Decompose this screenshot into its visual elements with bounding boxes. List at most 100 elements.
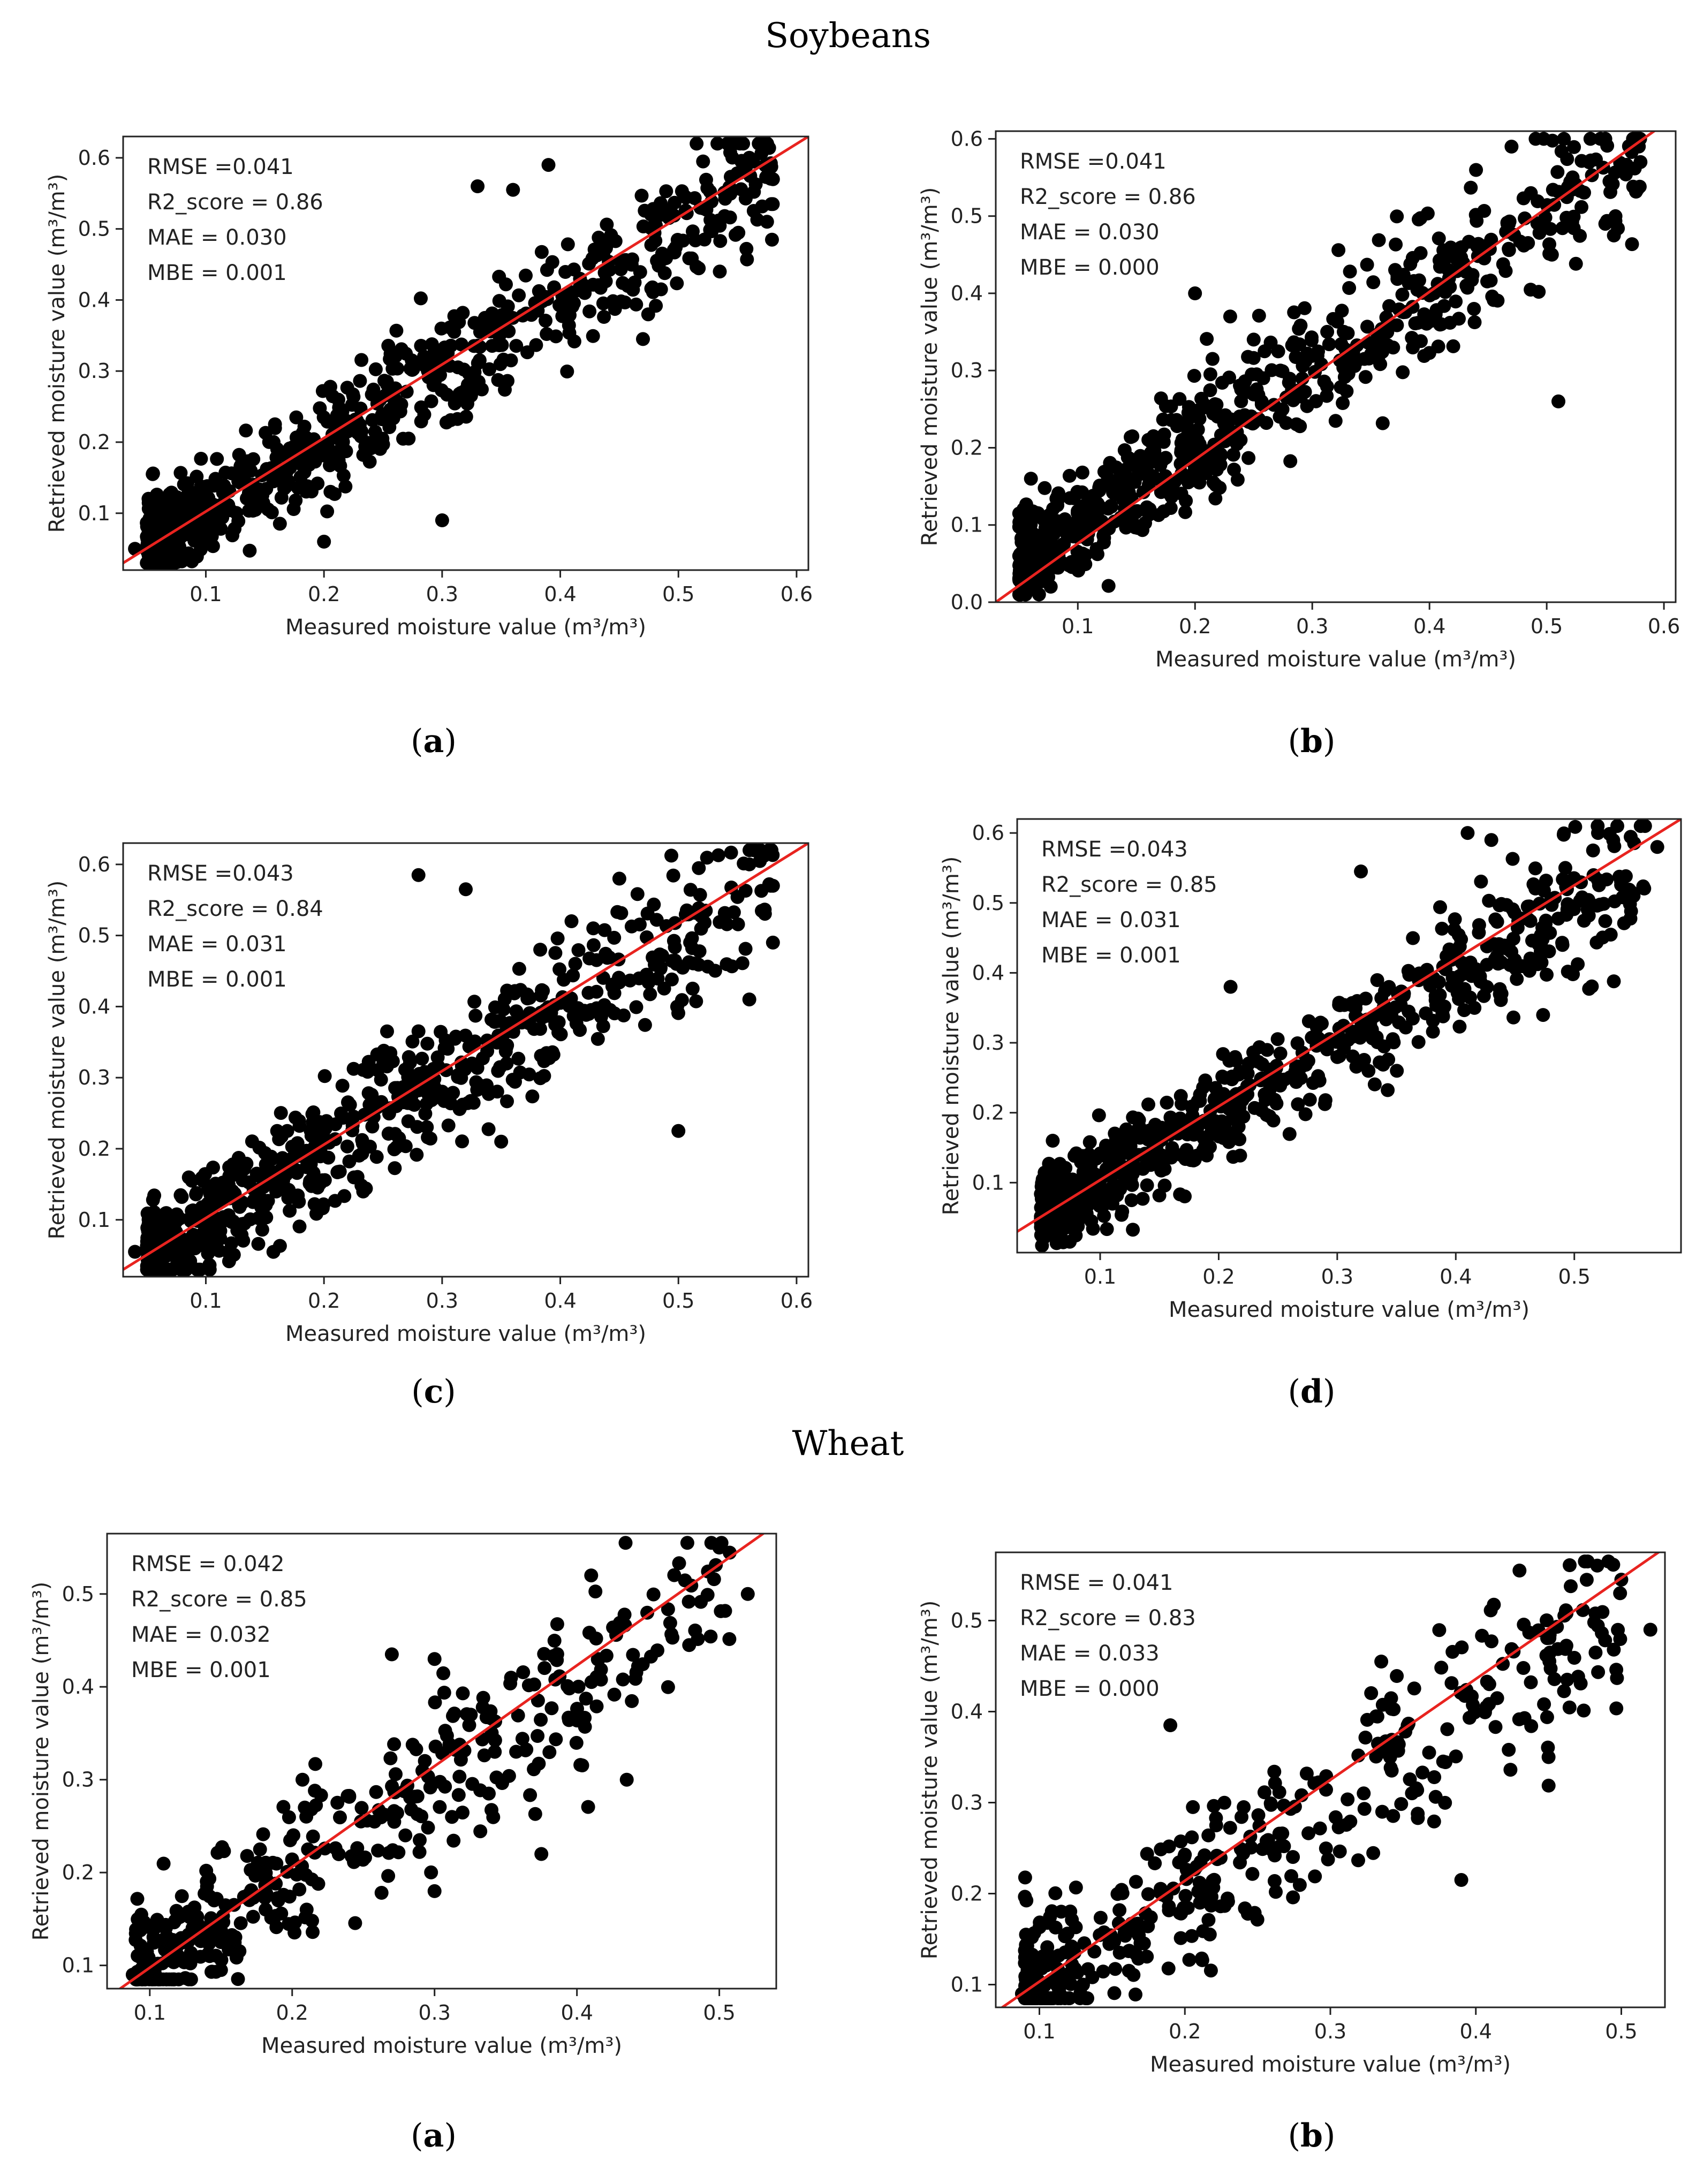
chart-soy-b-ytick-label: 0.5 (951, 204, 983, 228)
chart-soy-a-point (520, 345, 534, 360)
chart-soy-d-point (1303, 1093, 1317, 1107)
chart-soy-a-point (375, 412, 390, 427)
chart-soy-c-point (173, 1188, 188, 1202)
scatter-plot-soybeans-a: 0.1 0.2 0.3 0.4 0.5 0.6 0.1 0.2 0.3 0.4 0.5 0.6 Meas… (45, 135, 813, 640)
chart-wheat-b-point (1438, 1795, 1452, 1810)
chart-wheat-b-point (1517, 1618, 1531, 1632)
chart-soy-a-point (636, 219, 650, 233)
chart-soy-a-xtick-label: 0.1 (190, 582, 222, 606)
chart-soy-c-point (251, 1237, 266, 1251)
chart-wheat-b-point (1185, 1929, 1199, 1943)
section-title-soybeans: Soybeans (765, 16, 931, 56)
chart-soy-d-point (1369, 1030, 1384, 1044)
chart-soy-a-point (426, 378, 441, 392)
chart-soy-d-point (1133, 1131, 1147, 1145)
chart-soy-c-point (437, 1094, 451, 1108)
chart-soy-d-point (1480, 958, 1494, 972)
chart-wheat-a-metric-text: MBE = 0.001 (131, 1658, 271, 1682)
chart-soy-a-point (509, 339, 524, 353)
chart-soy-a-point (760, 215, 774, 229)
chart-wheat-b-point (1454, 1873, 1468, 1887)
chart-wheat-b-xtick-label: 0.1 (1023, 2020, 1055, 2043)
scatter-plot-soybeans-b: 0.1 0.2 0.3 0.4 0.5 0.6 0.0 0.1 0.2 0.3 0.4 0.5 0.6 M… (918, 127, 1680, 672)
chart-soy-d-point (1126, 1223, 1140, 1237)
chart-soy-b-point (1244, 409, 1259, 423)
chart-soy-c-point (345, 1123, 360, 1138)
chart-soy-a-point (389, 323, 404, 338)
chart-soy-d-point (1637, 881, 1652, 896)
chart-soy-b-point (1246, 332, 1261, 347)
chart-soy-a-xtick-label: 0.2 (308, 582, 340, 606)
chart-wheat-a-point (625, 1694, 639, 1708)
chart-soy-c-point (724, 845, 738, 860)
chart-soy-c-xtick-label: 0.2 (308, 1289, 340, 1313)
chart-soy-c-point (533, 943, 548, 957)
chart-soy-b-xtick-label: 0.4 (1413, 615, 1445, 638)
chart-soy-d-point (1273, 1046, 1288, 1060)
chart-soy-b-point (1246, 351, 1261, 365)
chart-soy-b-point (1200, 332, 1214, 346)
chart-soy-d-point (1217, 1120, 1232, 1134)
chart-soy-d-point (1555, 938, 1570, 952)
chart-soy-a-point (437, 340, 452, 355)
chart-soy-b-point (1583, 132, 1597, 146)
chart-soy-b-point (1251, 388, 1266, 402)
chart-soy-b-ytick-label: 0.2 (951, 436, 983, 459)
chart-soy-c-point (304, 1124, 318, 1138)
chart-soy-d-point (1624, 904, 1638, 919)
chart-soy-b-point (1550, 165, 1565, 179)
chart-soy-c-point (481, 1122, 496, 1136)
chart-soy-a-point (434, 321, 449, 336)
chart-soy-a-point (506, 183, 520, 197)
chart-soy-a-point (439, 415, 453, 430)
chart-wheat-b-point (1560, 1672, 1574, 1687)
chart-wheat-b-point (1453, 1686, 1468, 1700)
chart-soy-a-point (692, 261, 706, 276)
chart-soy-b-xtick-label: 0.2 (1179, 615, 1211, 638)
chart-soy-c-point (671, 1124, 686, 1138)
chart-wheat-a-point (404, 1802, 419, 1817)
chart-soy-b-point (1434, 317, 1449, 331)
chart-soy-b-point (1528, 132, 1543, 146)
chart-wheat-b-xtick-label: 0.5 (1605, 2020, 1637, 2043)
chart-soy-a-point (644, 282, 658, 296)
chart-soy-c-point (536, 984, 550, 998)
chart-soy-b-point (1198, 454, 1212, 468)
chart-soy-b-point (1360, 257, 1374, 272)
chart-soy-a-point (586, 329, 600, 343)
chart-wheat-b-point (1567, 1651, 1581, 1665)
chart-wheat-b-point (1321, 1852, 1335, 1867)
chart-soy-a-point (448, 396, 462, 411)
chart-soy-c-point (152, 1211, 166, 1226)
chart-wheat-b-point (1093, 1910, 1108, 1925)
chart-wheat-b-point (1110, 1887, 1125, 1901)
chart-soy-d-point (1571, 957, 1585, 972)
chart-soy-d-point (1144, 1144, 1159, 1159)
chart-soy-d-point (1591, 826, 1605, 840)
chart-wheat-a-point (663, 1616, 677, 1630)
chart-soy-c-point (664, 848, 678, 863)
chart-soy-d-point (1402, 1004, 1416, 1019)
chart-wheat-a-point (502, 1769, 516, 1783)
chart-soy-a-point (173, 466, 188, 480)
chart-wheat-a-point (150, 1913, 164, 1927)
chart-soy-a-x-axis-label: Measured moisture value (m³/m³) (285, 615, 646, 640)
chart-soy-b-point (1557, 132, 1571, 146)
chart-wheat-b-point (1163, 1718, 1178, 1732)
chart-soy-c-point (520, 987, 534, 1002)
chart-soy-b-point (1357, 352, 1372, 366)
chart-soy-d-ytick-label: 0.2 (972, 1101, 1004, 1125)
chart-soy-a-point (485, 339, 499, 353)
chart-soy-b-point (1016, 517, 1030, 532)
chart-wheat-a-point (340, 1789, 355, 1803)
chart-soy-d-point (1406, 931, 1420, 945)
chart-wheat-b-point (1370, 1709, 1384, 1724)
chart-soy-b-point (1208, 491, 1223, 506)
chart-soy-d-point (1467, 1000, 1482, 1015)
chart-soy-b-y-axis-label: Retrieved moisture value (m³/m³) (918, 187, 942, 547)
chart-wheat-b-point (1588, 1645, 1603, 1660)
chart-soy-c-point (328, 1194, 342, 1208)
chart-soy-c-point (464, 1094, 478, 1108)
chart-soy-d-x-axis-label: Measured moisture value (m³/m³) (1169, 1298, 1530, 1322)
chart-wheat-a-point (618, 1536, 633, 1550)
